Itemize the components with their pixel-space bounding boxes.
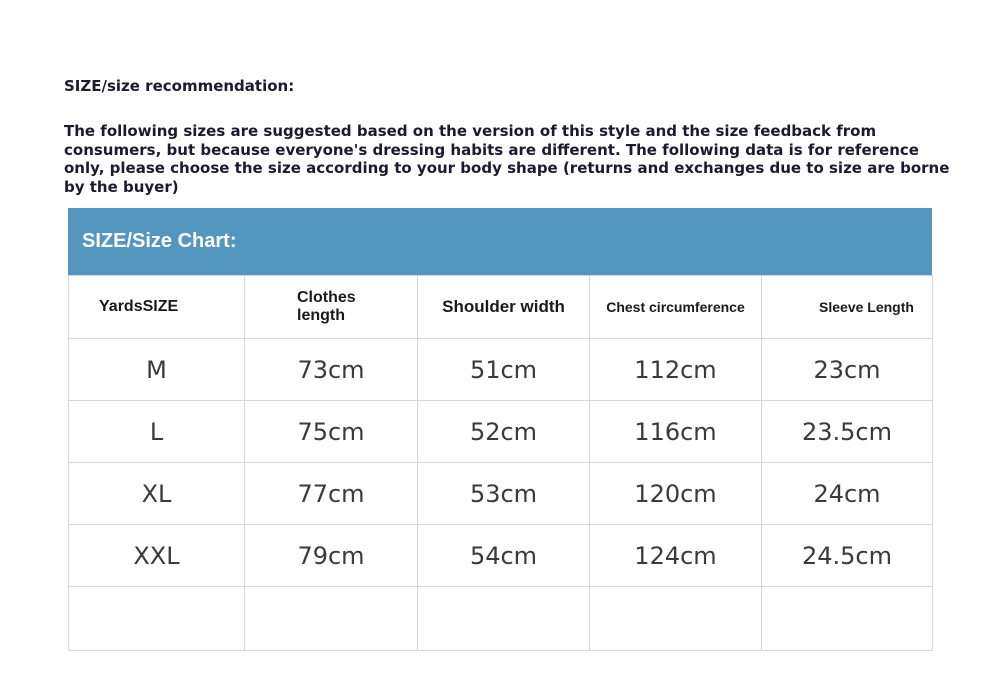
table-cell: 54cm <box>417 524 590 587</box>
table-header-row: YardsSIZE Clothes length Shoulder width … <box>68 275 933 339</box>
table-cell: 53cm <box>417 462 590 525</box>
table-cell: 24cm <box>761 462 933 525</box>
size-cell: L <box>68 400 245 463</box>
table-row: M 73cm 51cm 112cm 23cm <box>68 338 933 401</box>
table-cell: 23cm <box>761 338 933 401</box>
table-cell: 75cm <box>244 400 418 463</box>
size-description: The following sizes are suggested based … <box>64 122 950 196</box>
table-cell <box>68 586 245 651</box>
table-cell: 112cm <box>589 338 762 401</box>
table-cell: 120cm <box>589 462 762 525</box>
size-table: YardsSIZE Clothes length Shoulder width … <box>68 275 933 651</box>
page-title: SIZE/size recommendation: <box>64 77 295 95</box>
table-cell: 124cm <box>589 524 762 587</box>
size-chart: SIZE/Size Chart: YardsSIZE Clothes lengt… <box>68 208 933 651</box>
column-header: Clothes length <box>244 275 418 339</box>
table-row: XL 77cm 53cm 120cm 24cm <box>68 462 933 525</box>
table-row: XXL 79cm 54cm 124cm 24.5cm <box>68 524 933 587</box>
column-header: YardsSIZE <box>68 275 245 339</box>
table-cell: 24.5cm <box>761 524 933 587</box>
table-cell: 52cm <box>417 400 590 463</box>
table-cell <box>244 586 418 651</box>
table-cell: 73cm <box>244 338 418 401</box>
column-header: Shoulder width <box>417 275 590 339</box>
table-cell: 79cm <box>244 524 418 587</box>
table-cell <box>761 586 933 651</box>
empty-row <box>68 586 933 651</box>
column-header: Chest circumference <box>589 275 762 339</box>
size-cell: XXL <box>68 524 245 587</box>
table-cell: 116cm <box>589 400 762 463</box>
table-cell: 77cm <box>244 462 418 525</box>
size-chart-header: SIZE/Size Chart: <box>68 208 932 275</box>
size-cell: XL <box>68 462 245 525</box>
column-header: Sleeve Length <box>761 275 933 339</box>
table-cell: 51cm <box>417 338 590 401</box>
table-row: L 75cm 52cm 116cm 23.5cm <box>68 400 933 463</box>
size-cell: M <box>68 338 245 401</box>
table-cell <box>589 586 762 651</box>
table-cell <box>417 586 590 651</box>
table-cell: 23.5cm <box>761 400 933 463</box>
